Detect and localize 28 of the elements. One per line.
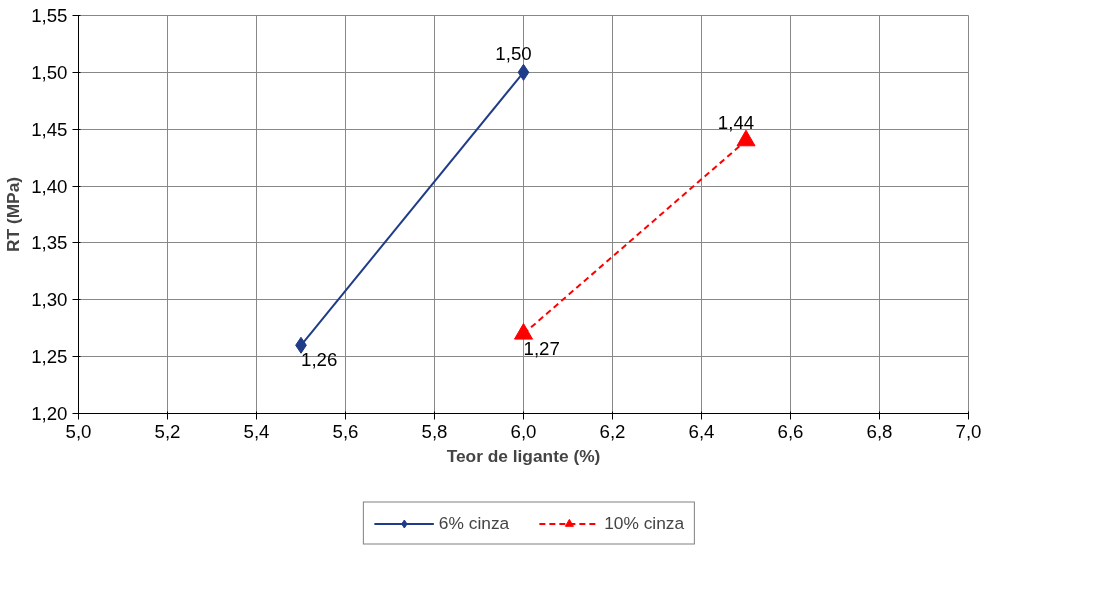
x-tick-label: 5,0 (65, 420, 92, 442)
y-axis-title: RT (MPa) (3, 176, 24, 253)
data-label: 1,27 (523, 337, 560, 359)
x-tick-label: 7,0 (955, 420, 982, 442)
y-tick-label: 1,40 (31, 175, 68, 197)
x-tick-label: 6,6 (777, 420, 804, 442)
y-tick-label: 1,35 (31, 232, 68, 254)
legend-label: 10% cinza (604, 512, 685, 534)
legend-label: 6% cinza (438, 512, 510, 534)
x-tick-label: 6,8 (866, 420, 893, 442)
data-label: 1,44 (717, 111, 755, 133)
x-tick-label: 6,2 (599, 420, 626, 442)
x-tick-label: 5,2 (154, 420, 181, 442)
y-tick-label: 1,25 (31, 346, 68, 368)
x-tick-label: 5,8 (421, 420, 448, 442)
point (517, 63, 530, 81)
x-tick-label: 5,6 (332, 420, 359, 442)
x-tick-label: 6,0 (510, 420, 537, 442)
y-tick-label: 1,20 (31, 403, 68, 424)
data-label: 1,26 (301, 349, 338, 371)
y-tick-label: 1,50 (31, 61, 68, 83)
y-tick-label: 1,55 (31, 5, 68, 26)
x-tick-label: 5,4 (243, 420, 270, 442)
data-label: 1,50 (495, 43, 532, 65)
x-tick-label: 6,4 (688, 420, 715, 442)
y-tick-label: 1,30 (31, 289, 68, 311)
y-tick-label: 1,45 (31, 118, 68, 140)
x-axis-title: Teor de ligante (%) (446, 445, 601, 466)
